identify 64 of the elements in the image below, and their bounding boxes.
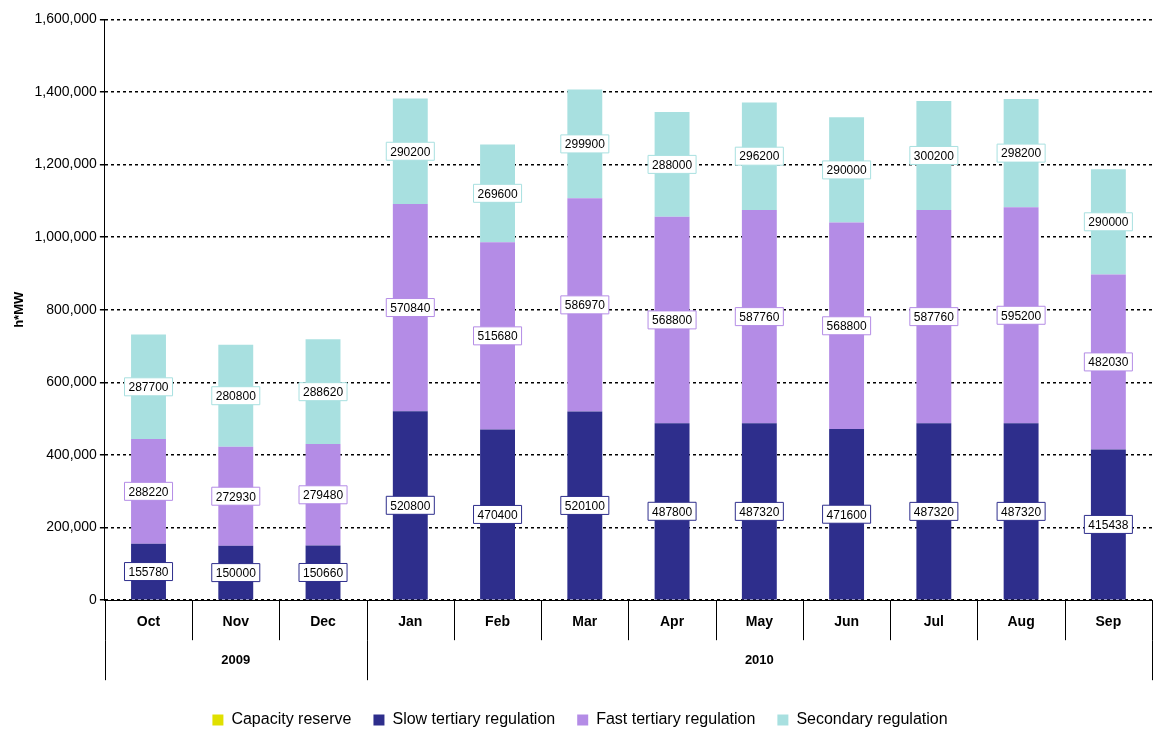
x-tick-label: Nov: [222, 613, 250, 630]
data-label: 288220: [128, 484, 169, 499]
data-label: 290000: [826, 163, 867, 178]
x-tick-label: Jan: [398, 613, 423, 630]
data-label: 568800: [826, 319, 867, 334]
x-tick-label: Jul: [923, 613, 944, 630]
x-tick-label: Jun: [834, 613, 860, 630]
y-tick-label: 200,000: [46, 518, 98, 535]
legend-label: Fast tertiary regulation: [596, 710, 756, 728]
data-label: 586970: [564, 298, 606, 313]
data-label: 568800: [652, 313, 693, 328]
data-label: 595200: [1001, 308, 1042, 323]
x-tick-label: Dec: [310, 613, 337, 630]
legend-label: Capacity reserve: [231, 710, 352, 728]
y-tick-label: 400,000: [46, 445, 98, 462]
data-label: 269600: [477, 186, 518, 201]
data-label: 515680: [477, 329, 518, 344]
data-label: 487320: [913, 504, 955, 519]
data-label: 300200: [913, 148, 955, 163]
x-tick-label: Apr: [660, 613, 685, 630]
data-label: 150000: [215, 565, 257, 580]
text: 2009: [221, 651, 251, 667]
y-axis-title: h*MW: [11, 291, 27, 328]
data-label: 150660: [303, 565, 344, 580]
data-label: 587760: [913, 309, 955, 324]
data-label: 280800: [215, 389, 257, 404]
data-label: 587760: [739, 309, 780, 324]
data-label: 482030: [1088, 355, 1129, 370]
y-tick-label: 1,200,000: [34, 155, 98, 172]
data-label: 471600: [826, 507, 867, 522]
data-label: 520100: [564, 498, 606, 513]
x-tick-label: Aug: [1007, 613, 1035, 630]
legend-label: Secondary regulation: [796, 710, 948, 728]
data-label: 487800: [652, 504, 693, 519]
text: 2010: [744, 651, 774, 667]
data-label: 470400: [477, 507, 518, 522]
y-tick-label: 1,600,000: [34, 10, 98, 27]
data-label: 287700: [128, 380, 169, 395]
x-tick-label: May: [745, 613, 774, 630]
data-label: 290200: [390, 144, 431, 159]
data-label: 290000: [1088, 215, 1129, 230]
x-tick-label: Sep: [1095, 613, 1122, 630]
data-label: 487320: [1001, 504, 1042, 519]
data-label: 288620: [303, 384, 344, 399]
y-tick-label: 1,400,000: [34, 82, 98, 99]
data-label: 299900: [564, 137, 606, 152]
y-tick-label: 600,000: [46, 373, 98, 390]
legend-label: Slow tertiary regulation: [392, 710, 556, 728]
x-tick-label: Oct: [136, 613, 161, 630]
data-label: 487320: [739, 504, 780, 519]
data-label: 155780: [128, 564, 169, 579]
x-tick-label: Mar: [572, 613, 598, 630]
data-label: 279480: [303, 488, 344, 503]
data-label: 272930: [215, 489, 257, 504]
data-label: 298200: [1001, 146, 1042, 161]
data-label: 570840: [390, 300, 431, 315]
y-tick-label: 800,000: [46, 300, 98, 317]
data-label: 288000: [652, 157, 693, 172]
data-label: 296200: [739, 149, 780, 164]
x-tick-label: Feb: [485, 613, 510, 630]
y-tick-label: 0: [89, 591, 98, 608]
y-tick-label: 1,000,000: [34, 228, 98, 245]
data-label: 520800: [390, 498, 431, 513]
data-label: 415438: [1088, 517, 1129, 532]
